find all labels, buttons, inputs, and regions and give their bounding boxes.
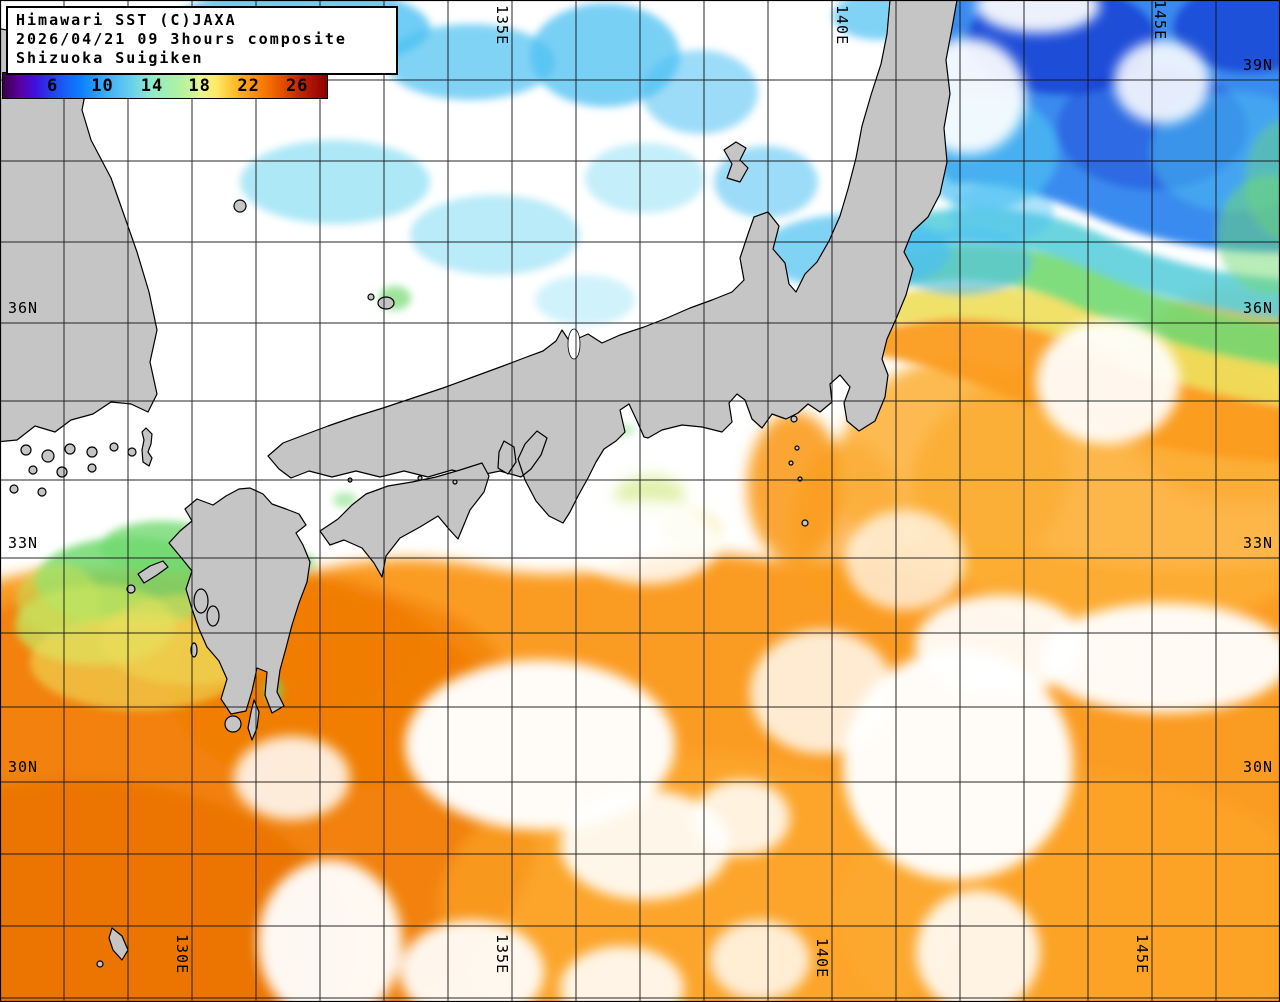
goto-islands: [137, 560, 169, 584]
yakushima-island: [224, 715, 242, 733]
grid-label-135e: 135E: [493, 5, 511, 46]
grid-label-33n: 33N: [8, 534, 39, 552]
grid-label-140e: 140E: [833, 5, 851, 46]
grid-label-30n: 30N: [1243, 758, 1274, 776]
map-title: Himawari SST (C)JAXA: [16, 11, 237, 29]
grid-label-39n: 39N: [1243, 56, 1274, 74]
landmass: [0, 0, 958, 968]
grid-label-30n: 30N: [8, 758, 39, 776]
amami-island: [108, 927, 129, 961]
honshu-landmass: [267, 0, 958, 524]
colorbar-tick-26: 26: [285, 75, 309, 96]
sado-island: [723, 141, 749, 183]
sst-colorbar: 6 10 14 18 22 26: [2, 72, 328, 99]
grid-label-130e: 130E: [173, 934, 191, 975]
kyushu-landmass: [168, 487, 311, 715]
amakusa-islands: [193, 588, 209, 614]
colorbar-tick-6: 6: [46, 75, 59, 96]
grid-label-36n: 36N: [8, 299, 39, 317]
grid-label-135e: 135E: [493, 934, 511, 975]
colorbar-tick-18: 18: [188, 75, 211, 96]
grid-label-145e: 145E: [1133, 934, 1151, 975]
ulleung-island: [233, 199, 247, 213]
colorbar-tick-10: 10: [91, 75, 114, 96]
oki-islands: [377, 296, 395, 310]
grid-label-140e: 140E: [813, 938, 831, 979]
map-credit: Shizuoka Suigiken: [16, 49, 204, 67]
colorbar-gradient: [3, 73, 327, 98]
colorbar-tick-14: 14: [140, 75, 164, 96]
grid-label-145e: 145E: [1151, 0, 1169, 41]
colorbar-tick-22: 22: [237, 75, 260, 96]
grid-label-36n: 36N: [1243, 299, 1274, 317]
grid-label-33n: 33N: [1243, 534, 1274, 552]
title-box: Himawari SST (C)JAXA 2026/04/21 09 3hour…: [6, 6, 398, 75]
lake-biwa: [567, 328, 581, 360]
izu-islands: [790, 415, 798, 423]
map-datetime: 2026/04/21 09 3hours composite: [16, 30, 347, 48]
tsushima-island: [141, 427, 153, 467]
